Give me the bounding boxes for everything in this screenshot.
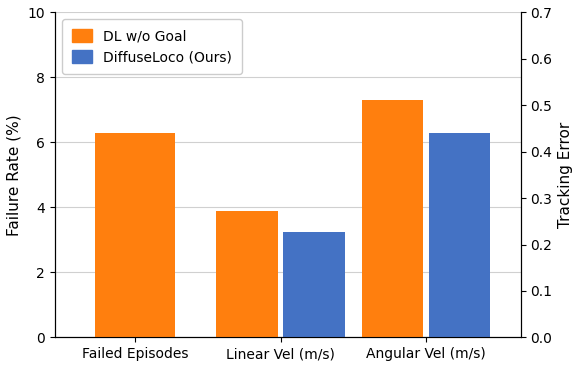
Y-axis label: Tracking Error: Tracking Error: [558, 122, 573, 228]
Bar: [284, 232, 345, 337]
Legend: DL w/o Goal, DiffuseLoco (Ours): DL w/o Goal, DiffuseLoco (Ours): [62, 20, 242, 74]
Bar: [216, 210, 278, 337]
Bar: [362, 100, 423, 337]
Y-axis label: Failure Rate (%): Failure Rate (%): [7, 114, 22, 236]
Bar: [429, 132, 490, 337]
Bar: [95, 132, 175, 337]
